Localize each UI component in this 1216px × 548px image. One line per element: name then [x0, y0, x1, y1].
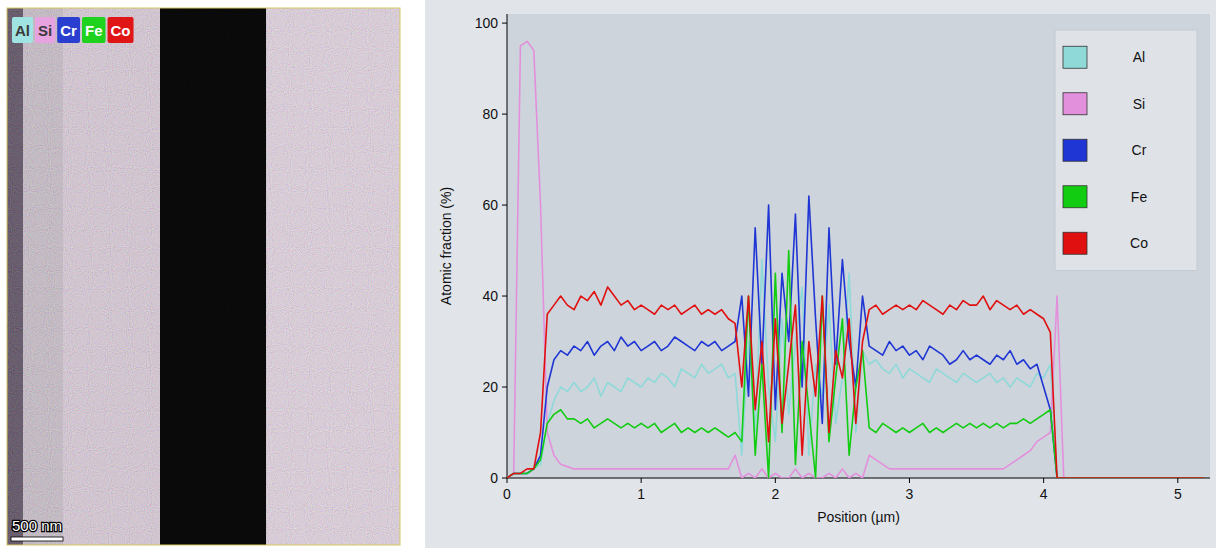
eds-map: Al Si Cr Fe Co 500 nm [7, 8, 400, 545]
element-chip [108, 17, 134, 43]
map-frame [7, 8, 400, 545]
map-gap-dark [160, 8, 266, 545]
plot-area [507, 14, 1210, 478]
x-tick [641, 478, 642, 483]
element-chip [35, 17, 55, 43]
y-tick [502, 387, 507, 388]
legend-box [1055, 30, 1197, 271]
x-axis-title: Position (µm) [817, 509, 900, 525]
y-axis-line [507, 14, 508, 478]
legend-swatch [1063, 186, 1087, 208]
element-chip [82, 17, 106, 43]
map-ground [7, 8, 400, 545]
x-tick-label: 2 [771, 486, 779, 502]
x-tick [507, 478, 508, 483]
x-tick [1177, 478, 1178, 483]
element-label: Fe [85, 22, 103, 39]
x-tick [1043, 478, 1044, 483]
element-label: Co [111, 22, 131, 39]
element-chip [57, 17, 80, 43]
y-tick [502, 114, 507, 115]
y-tick-label: 40 [482, 288, 498, 304]
scale-bar-label: 500 nm [12, 517, 62, 534]
scale-bar [11, 537, 63, 541]
x-tick [909, 478, 910, 483]
legend-label: Al [1133, 49, 1145, 65]
legend-swatch [1063, 46, 1087, 68]
chart-background [425, 0, 1216, 548]
element-chip [12, 17, 33, 43]
y-axis-title: Atomic fraction (%) [438, 187, 454, 305]
element-label: Cr [60, 22, 77, 39]
legend: Al Si Cr Fe Co [1055, 30, 1197, 271]
legend-swatch [1063, 93, 1087, 115]
legend-swatch [1063, 232, 1087, 254]
y-tick-label: 100 [475, 15, 499, 31]
axes: 0 20 40 60 80 100 0 1 2 3 4 5 Position (µm) Atomic fr… [438, 14, 1210, 525]
legend-label: Fe [1131, 189, 1148, 205]
legend-swatch [1063, 139, 1087, 161]
y-tick [502, 478, 507, 479]
legend-label: Si [1133, 96, 1145, 112]
legend-label: Cr [1132, 142, 1147, 158]
x-tick-label: 5 [1174, 486, 1182, 502]
element-label: Si [38, 22, 52, 39]
x-tick-label: 3 [906, 486, 914, 502]
y-tick-label: 60 [482, 197, 498, 213]
series-line [507, 251, 1205, 478]
x-tick [775, 478, 776, 483]
y-tick-label: 0 [490, 470, 498, 486]
element-label: Al [15, 22, 30, 39]
x-tick-label: 0 [503, 486, 511, 502]
map-speckle [7, 8, 400, 545]
map-gap [160, 8, 266, 545]
figure: Al Si Cr Fe Co 500 nm 0 20 40 60 80 100 0 1 2 3 4 5 Positi… [0, 0, 1216, 548]
y-tick [502, 23, 507, 24]
x-tick-label: 1 [637, 486, 645, 502]
legend-label: Co [1130, 235, 1148, 251]
x-tick-label: 4 [1040, 486, 1048, 502]
y-tick-label: 20 [482, 379, 498, 395]
series-line [507, 287, 1205, 478]
y-tick [502, 205, 507, 206]
series-line [507, 260, 1205, 478]
y-tick [502, 296, 507, 297]
y-tick-label: 80 [482, 106, 498, 122]
